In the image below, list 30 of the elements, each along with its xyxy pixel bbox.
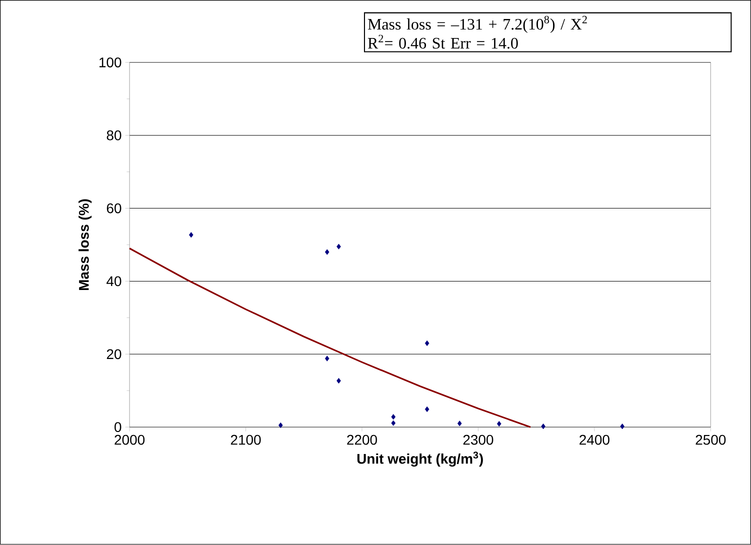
point bbox=[391, 420, 396, 426]
y-axis-title: Mass loss (%) bbox=[78, 199, 92, 290]
point bbox=[424, 340, 430, 346]
x-tick-label: 2500 bbox=[696, 435, 726, 445]
y-tick-label: 20 bbox=[106, 349, 122, 360]
point bbox=[541, 424, 546, 430]
y-tick-label: 40 bbox=[106, 276, 122, 286]
x-tick-label: 2300 bbox=[463, 435, 494, 445]
text: Mass loss = –131 + 7.2(10$^{8}$) / X$^{2}$ bbox=[368, 16, 587, 34]
point bbox=[336, 378, 341, 384]
point bbox=[620, 424, 624, 430]
y-tick-label: 80 bbox=[106, 130, 122, 140]
point bbox=[391, 414, 396, 420]
y-tick-label: 100 bbox=[100, 58, 122, 68]
x-tick-label: 2400 bbox=[580, 435, 610, 445]
point bbox=[324, 356, 330, 362]
point bbox=[278, 422, 283, 428]
point bbox=[324, 249, 330, 256]
point bbox=[424, 406, 430, 412]
y-tick-label: 60 bbox=[106, 204, 122, 214]
x-tick-label: 2000 bbox=[114, 435, 145, 445]
point bbox=[188, 232, 194, 238]
x-tick-label: 2100 bbox=[230, 435, 261, 445]
text: R$^{2}$= 0.46 St Err = 14.0 bbox=[368, 35, 518, 49]
point bbox=[496, 421, 502, 427]
x-tick-label: 2200 bbox=[347, 435, 377, 445]
line-series bbox=[128, 248, 532, 428]
x-axis-title: Unit weight (kg/m$^{3}$) bbox=[357, 452, 483, 467]
y-tick-label: 0 bbox=[114, 422, 122, 432]
point bbox=[457, 420, 462, 426]
